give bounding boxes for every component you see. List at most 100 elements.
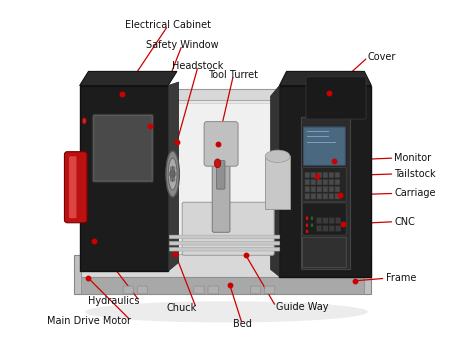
FancyBboxPatch shape [302,237,346,268]
FancyBboxPatch shape [204,122,238,166]
Polygon shape [271,86,280,277]
FancyBboxPatch shape [323,186,328,192]
Ellipse shape [173,178,175,182]
FancyBboxPatch shape [311,179,316,185]
FancyBboxPatch shape [316,225,322,231]
Ellipse shape [305,229,309,234]
FancyBboxPatch shape [317,186,322,192]
FancyBboxPatch shape [323,172,328,178]
Ellipse shape [82,118,86,124]
FancyBboxPatch shape [335,172,340,178]
FancyBboxPatch shape [123,286,133,294]
FancyBboxPatch shape [306,77,366,119]
FancyBboxPatch shape [329,193,334,199]
FancyBboxPatch shape [304,128,345,165]
FancyBboxPatch shape [316,218,322,224]
Ellipse shape [168,158,177,190]
Polygon shape [82,277,365,294]
FancyBboxPatch shape [323,193,328,199]
Ellipse shape [265,150,290,163]
FancyBboxPatch shape [329,186,334,192]
Text: Chuck: Chuck [166,303,196,313]
Text: Headstock: Headstock [173,61,224,71]
FancyBboxPatch shape [305,193,310,199]
FancyBboxPatch shape [329,172,334,178]
FancyBboxPatch shape [311,186,316,192]
FancyBboxPatch shape [329,179,334,185]
Polygon shape [280,71,371,86]
Ellipse shape [168,172,171,176]
Text: Tool Turret: Tool Turret [209,70,258,80]
Ellipse shape [166,151,179,197]
FancyBboxPatch shape [311,193,316,199]
Text: Guide Way: Guide Way [276,301,328,312]
Text: Main Drive Motor: Main Drive Motor [47,316,131,326]
FancyBboxPatch shape [323,218,328,224]
FancyBboxPatch shape [64,152,87,223]
Text: Safety Window: Safety Window [146,40,219,50]
FancyBboxPatch shape [329,225,335,231]
FancyBboxPatch shape [317,172,322,178]
FancyBboxPatch shape [217,160,225,189]
FancyBboxPatch shape [208,286,218,294]
FancyBboxPatch shape [317,179,322,185]
Polygon shape [168,100,280,253]
Polygon shape [172,103,276,250]
FancyBboxPatch shape [302,168,346,202]
FancyBboxPatch shape [305,186,310,192]
Ellipse shape [310,216,314,220]
FancyBboxPatch shape [335,218,341,224]
Polygon shape [265,156,290,209]
FancyBboxPatch shape [335,186,340,192]
Ellipse shape [310,223,314,228]
Ellipse shape [214,159,221,168]
Ellipse shape [170,178,172,182]
Text: Monitor: Monitor [394,153,431,163]
Ellipse shape [173,166,175,170]
FancyBboxPatch shape [69,156,76,218]
FancyBboxPatch shape [323,179,328,185]
FancyBboxPatch shape [317,193,322,199]
FancyBboxPatch shape [170,247,280,251]
Polygon shape [280,86,371,277]
FancyBboxPatch shape [194,286,204,294]
FancyBboxPatch shape [305,179,310,185]
FancyBboxPatch shape [335,179,340,185]
FancyBboxPatch shape [311,172,316,178]
Text: Tailstock: Tailstock [394,169,436,179]
Text: Cover: Cover [368,52,396,62]
FancyBboxPatch shape [335,225,341,231]
Polygon shape [82,89,365,277]
FancyBboxPatch shape [170,235,280,239]
FancyBboxPatch shape [212,137,230,232]
FancyBboxPatch shape [302,126,346,166]
FancyBboxPatch shape [250,286,261,294]
Text: Carriage: Carriage [394,189,436,198]
FancyBboxPatch shape [92,114,154,183]
FancyBboxPatch shape [182,202,274,255]
FancyBboxPatch shape [329,218,335,224]
FancyBboxPatch shape [170,241,280,245]
Polygon shape [80,86,168,271]
Text: Bed: Bed [233,319,252,329]
Ellipse shape [170,166,172,170]
FancyBboxPatch shape [323,225,328,231]
Polygon shape [301,118,350,269]
Ellipse shape [171,166,175,181]
Text: Electrical Cabinet: Electrical Cabinet [125,21,211,31]
Ellipse shape [175,172,177,176]
FancyBboxPatch shape [137,286,147,294]
Polygon shape [168,82,179,271]
Polygon shape [80,71,177,86]
Ellipse shape [305,223,309,228]
FancyBboxPatch shape [264,286,275,294]
FancyBboxPatch shape [305,172,310,178]
Text: Hydraulics: Hydraulics [88,296,140,306]
Ellipse shape [305,216,309,220]
FancyBboxPatch shape [335,193,340,199]
Text: CNC: CNC [394,217,415,227]
Ellipse shape [85,301,368,322]
Text: Frame: Frame [385,273,416,283]
Polygon shape [74,255,371,294]
FancyBboxPatch shape [302,203,346,235]
